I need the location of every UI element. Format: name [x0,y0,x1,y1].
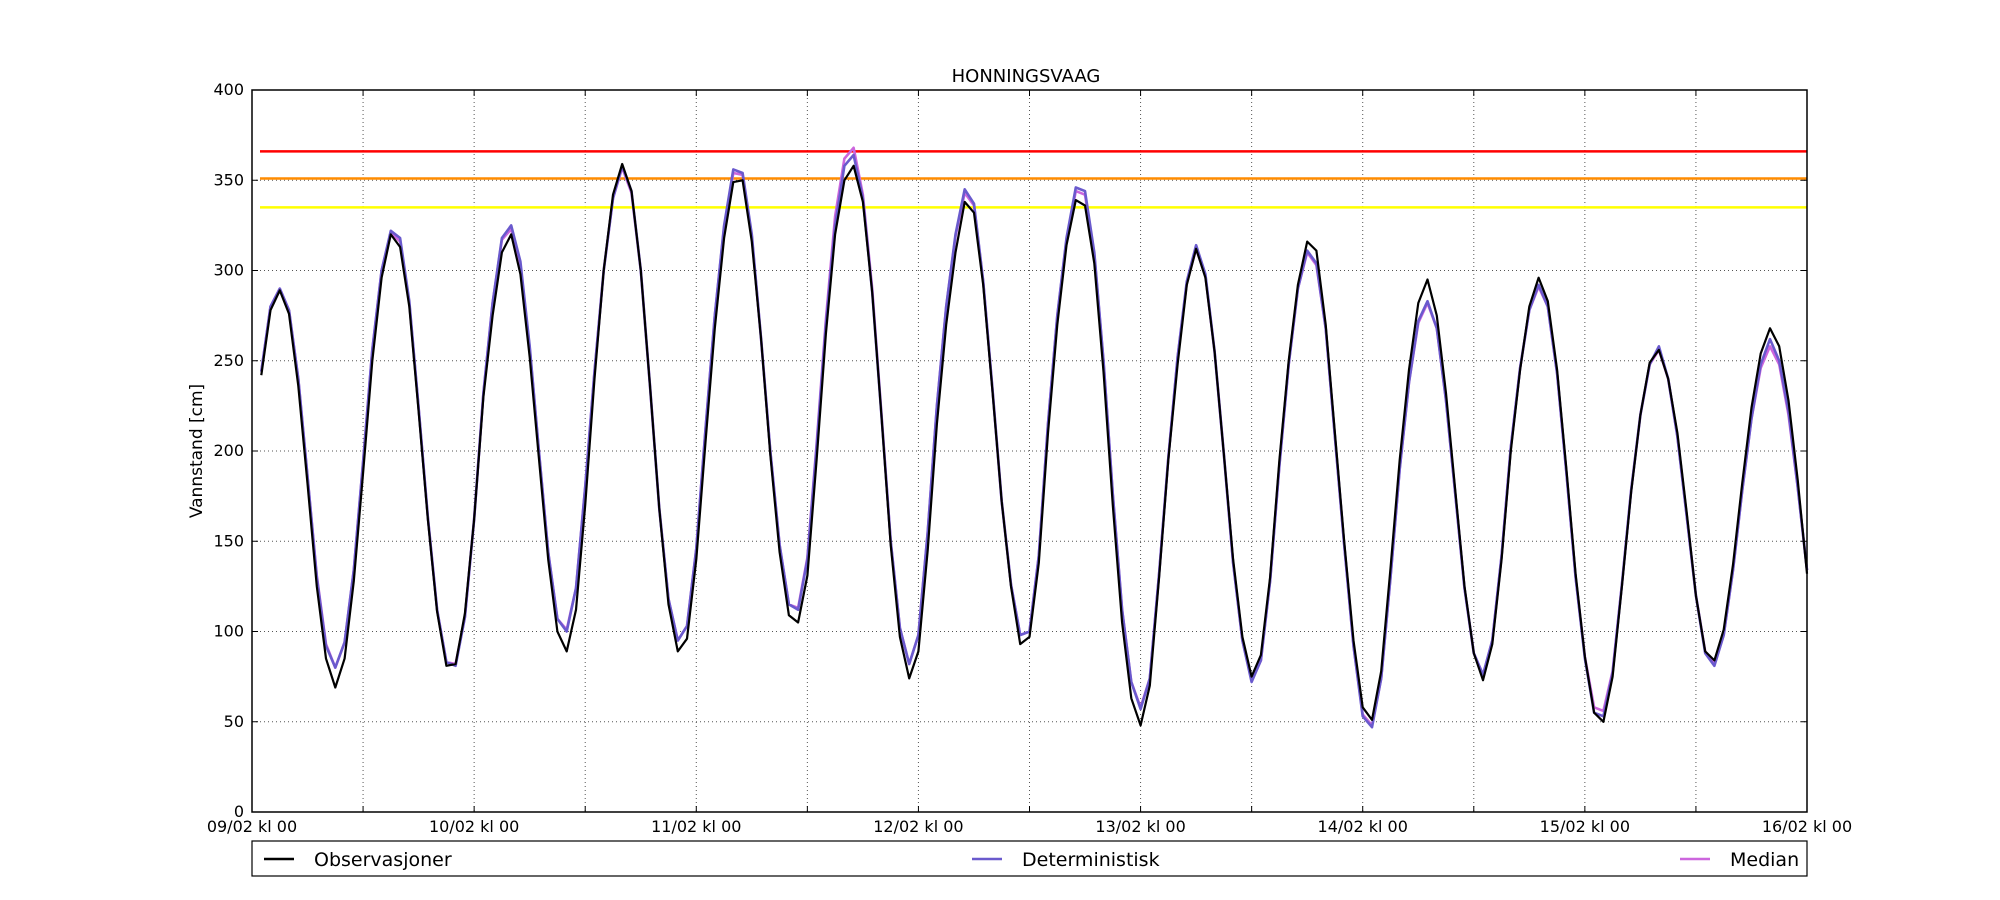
y-tick-label: 300 [213,261,244,280]
y-tick-label: 200 [213,441,244,460]
x-tick-label: 15/02 kl 00 [1540,817,1630,836]
series-line-observasjoner [260,162,1809,727]
threshold-lines [260,150,1807,209]
x-tick-label: 12/02 kl 00 [873,817,963,836]
y-axis-label: Vannstand [cm] [187,384,207,518]
y-tick-label: 400 [213,80,244,99]
y-axis-ticks: 0 50 100 150 200 250 300 350 400 [213,80,1807,821]
y-tick-label: 150 [213,531,244,550]
chart-title: HONNINGSVAAG [952,66,1101,87]
legend-box [251,840,1808,877]
x-tick-label: 13/02 kl 00 [1095,817,1185,836]
x-tick-label: 10/02 kl 00 [429,817,519,836]
y-tick-label: 250 [213,351,244,370]
x-axis-ticks: 09/02 kl 00 10/02 kl 00 11/02 kl 00 12/02 k… [207,90,1852,836]
y-tick-label: 350 [213,170,244,189]
y-tick-label: 100 [213,622,244,641]
legend: Observasjoner Deterministisk Median [264,849,1799,871]
legend-label: Deterministisk [1022,849,1160,871]
x-tick-label: 16/02 kl 00 [1762,817,1852,836]
y-tick-label: 0 [234,802,244,821]
legend-label: Median [1730,849,1799,871]
gridlines [252,90,1807,812]
series-lines [260,146,1809,729]
x-tick-label: 11/02 kl 00 [651,817,741,836]
legend-label: Observasjoner [314,849,452,871]
x-tick-label: 09/02 kl 00 [207,817,297,836]
y-tick-label: 50 [224,712,244,731]
x-tick-label: 14/02 kl 00 [1318,817,1408,836]
